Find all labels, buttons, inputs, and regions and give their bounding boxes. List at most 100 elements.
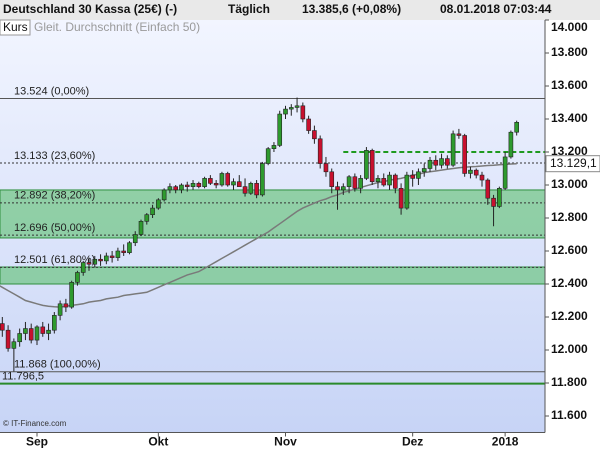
- candle-body: [115, 250, 121, 258]
- candle-body: [335, 186, 340, 191]
- candle-body: [109, 255, 115, 258]
- candle-body: [80, 262, 86, 273]
- zone: [0, 189, 545, 239]
- candle-body: [225, 173, 231, 186]
- y-tick-label: 11.800: [551, 375, 587, 389]
- header-title: Deutschland 30 Kassa (25€) (-): [3, 2, 177, 16]
- y-tick-label: 13.200: [551, 144, 588, 158]
- x-tick-label: Sep: [26, 435, 48, 449]
- candle-body: [317, 138, 323, 164]
- candle-body: [86, 262, 92, 265]
- candle-body: [179, 184, 184, 191]
- candle-body: [369, 150, 375, 183]
- candle-body: [127, 242, 132, 253]
- candle-body: [132, 234, 138, 244]
- candle-body: [254, 183, 259, 196]
- candle-body: [213, 183, 219, 186]
- x-tick-label: 2018: [492, 435, 519, 449]
- candle-body: [508, 131, 514, 158]
- candle-body: [421, 168, 427, 173]
- candle-body: [416, 171, 421, 179]
- header-bar: [0, 0, 600, 20]
- level-label: 12.696 (50,00%): [14, 222, 95, 234]
- candle-body: [381, 178, 387, 186]
- y-tick-label: 12.400: [551, 276, 588, 290]
- legend-box: [0, 19, 31, 36]
- candle-body: [358, 178, 363, 189]
- candle-body: [0, 323, 5, 331]
- candle-body: [231, 181, 236, 186]
- candle-body: [17, 333, 22, 343]
- candle-body: [242, 186, 248, 194]
- candle-body: [340, 186, 346, 191]
- candle-body: [468, 169, 473, 174]
- candle-body: [288, 107, 294, 110]
- candle-body: [404, 174, 410, 209]
- y-tick-label: 12.600: [551, 243, 588, 257]
- candle-body: [456, 133, 462, 136]
- candle-body: [23, 328, 28, 334]
- candle-body: [46, 329, 51, 334]
- candle-body: [283, 108, 288, 115]
- candle-body: [514, 122, 519, 133]
- candle-body: [40, 326, 46, 334]
- candle-body: [196, 183, 202, 187]
- axis-background: [545, 20, 600, 450]
- plot-area: [0, 97, 545, 385]
- candle-body: [69, 282, 74, 308]
- candle-body: [219, 173, 225, 186]
- price-marker-box: [545, 155, 600, 173]
- candle-body: [156, 199, 161, 209]
- candle-body: [202, 178, 207, 187]
- candle-body: [92, 258, 98, 265]
- candle-body: [497, 188, 502, 207]
- candle-body: [28, 328, 34, 341]
- price-marker-label: 13.129,1: [550, 156, 597, 170]
- candle-body: [184, 184, 190, 187]
- candle-body: [352, 176, 358, 189]
- header-quote: 13.385,6 (+0,08%): [302, 2, 401, 16]
- candle-body: [277, 113, 283, 146]
- candle-body: [104, 255, 109, 262]
- y-tick-label: 12.000: [551, 342, 588, 356]
- candle-body: [364, 150, 369, 179]
- candle-body: [63, 303, 69, 308]
- header-period: Täglich: [228, 2, 270, 16]
- candle-body: [34, 326, 40, 341]
- candle-body: [98, 258, 103, 262]
- candle-body: [433, 159, 439, 166]
- candle-body: [260, 163, 265, 196]
- candle-body: [138, 221, 144, 235]
- candle-body: [57, 303, 63, 316]
- candle-body: [439, 158, 444, 166]
- y-tick-label: 13.800: [551, 45, 588, 59]
- source: © IT-Finance.com: [3, 419, 67, 428]
- candle-body: [502, 156, 508, 189]
- x-tick-label: Dez: [402, 435, 423, 449]
- candle-body: [52, 315, 57, 331]
- candle-body: [306, 118, 311, 131]
- legend-entry: Gleit. Durchschnitt (Einfach 50): [34, 20, 200, 34]
- y-tick-label: 13.400: [551, 111, 588, 125]
- candle-body: [462, 135, 467, 174]
- y-tick-label: 13.600: [551, 78, 588, 92]
- level-label: 11.868 (100,00%): [14, 359, 101, 371]
- candle-body: [300, 105, 306, 120]
- axes: 11.600 11.800 12.000 12.200 12.400 12.600 12.8…: [26, 19, 600, 449]
- y-tick-label: 13.000: [551, 177, 588, 191]
- candle-body: [485, 179, 491, 199]
- candle-body: [75, 272, 80, 283]
- candle-body: [144, 214, 150, 222]
- candle-body: [161, 189, 167, 201]
- candle-body: [375, 178, 381, 182]
- candle-body: [248, 183, 254, 194]
- candle-body: [265, 148, 271, 164]
- candle-body: [312, 130, 317, 140]
- candle-body: [445, 158, 450, 166]
- candle-body: [190, 183, 196, 187]
- candle-body: [346, 176, 352, 187]
- legend-entry: Kurs: [3, 20, 28, 34]
- y-tick-label: 14.000: [551, 20, 588, 34]
- candle-body: [294, 105, 300, 108]
- candle-body: [150, 207, 155, 216]
